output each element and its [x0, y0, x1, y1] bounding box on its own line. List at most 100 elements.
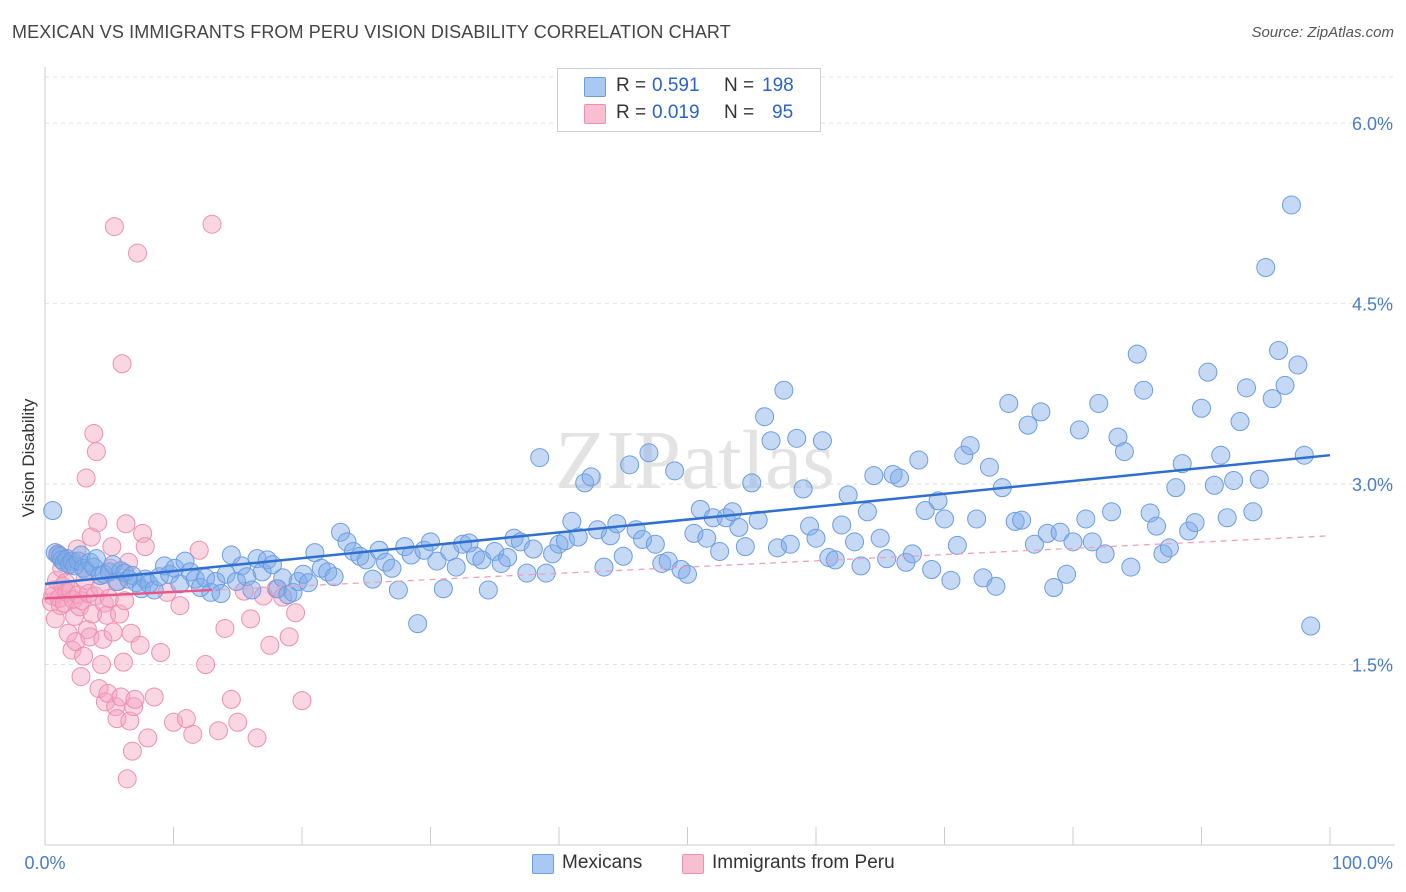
legend-n-value: 198	[762, 75, 794, 96]
data-point	[324, 567, 344, 587]
data-point	[201, 582, 221, 602]
data-point	[408, 614, 428, 634]
data-point	[165, 558, 185, 578]
data-point	[478, 580, 498, 600]
data-point	[1192, 398, 1211, 418]
data-point	[135, 537, 155, 557]
data-point	[211, 584, 231, 604]
data-point	[665, 461, 685, 481]
data-point	[883, 464, 903, 484]
data-point	[1114, 442, 1134, 462]
series-peru-points	[41, 214, 312, 789]
data-point	[877, 549, 897, 569]
data-point	[607, 514, 627, 534]
watermark: ZIPatlas	[555, 414, 835, 507]
legend-n-value: 95	[772, 102, 794, 123]
data-point	[221, 689, 241, 709]
data-point	[543, 544, 563, 564]
data-point	[1024, 534, 1044, 554]
data-point	[761, 431, 781, 451]
data-point	[71, 667, 91, 687]
data-point	[1211, 445, 1231, 465]
data-point	[189, 540, 209, 560]
data-point	[954, 445, 974, 465]
trend-line-peru	[44, 588, 213, 600]
data-point	[77, 620, 97, 640]
data-point	[183, 724, 203, 744]
data-point	[935, 509, 954, 529]
data-point	[1050, 522, 1070, 542]
data-point	[832, 515, 852, 535]
data-point	[1262, 389, 1282, 409]
data-point	[164, 712, 183, 732]
x-tick-label: 100.0%	[1332, 853, 1393, 873]
data-point	[421, 532, 440, 552]
data-point	[780, 534, 800, 554]
data-point	[124, 697, 144, 717]
legend-n-label: N =	[724, 102, 755, 123]
data-point	[523, 539, 543, 559]
data-point	[735, 537, 755, 557]
data-point	[902, 544, 922, 564]
data-point	[1243, 502, 1263, 522]
data-point	[427, 551, 447, 571]
data-point	[812, 431, 832, 451]
data-point	[1108, 427, 1128, 447]
data-point	[337, 532, 357, 552]
data-point	[1185, 513, 1205, 533]
watermark-text: ZIPatlas	[555, 414, 835, 507]
data-point	[1102, 502, 1122, 522]
legend-swatch-mexicans	[584, 77, 606, 97]
data-point	[92, 655, 112, 675]
data-point	[260, 635, 280, 655]
data-point	[115, 591, 135, 611]
data-point	[215, 618, 235, 638]
data-point	[1294, 445, 1314, 465]
data-point	[1082, 532, 1102, 552]
data-point	[292, 691, 312, 711]
data-point	[870, 528, 890, 548]
data-point	[1012, 510, 1032, 530]
data-point	[800, 516, 820, 536]
data-point	[278, 585, 298, 605]
data-point	[283, 582, 303, 602]
source-label: Source: ZipAtlas.com	[1251, 24, 1394, 41]
data-point	[498, 547, 518, 567]
chart-title: MEXICAN VS IMMIGRANTS FROM PERU VISION D…	[12, 22, 731, 42]
data-point	[433, 579, 453, 599]
data-point	[144, 687, 164, 707]
data-point	[729, 517, 749, 537]
data-point	[857, 502, 877, 522]
data-point	[279, 627, 299, 647]
y-tick-label: 3.0%	[1352, 475, 1393, 495]
data-point	[388, 580, 408, 600]
data-point	[1159, 538, 1179, 558]
data-point	[196, 655, 216, 675]
data-point	[104, 217, 124, 237]
trend-lines	[44, 453, 1331, 600]
data-point	[117, 769, 137, 789]
legend-n-label: N =	[724, 75, 755, 96]
data-point	[748, 510, 768, 530]
data-point	[125, 689, 145, 709]
data-point	[208, 721, 228, 741]
data-point	[1127, 344, 1147, 364]
data-point	[960, 436, 980, 456]
data-point	[170, 596, 190, 616]
data-point	[268, 579, 288, 599]
data-point	[678, 564, 697, 584]
data-point	[234, 581, 254, 601]
data-point	[530, 448, 550, 468]
data-point	[774, 380, 794, 400]
bottom-legend-label: Mexicans	[562, 852, 643, 873]
data-point	[363, 569, 383, 589]
data-point	[928, 491, 948, 511]
data-point	[102, 537, 122, 557]
data-point	[767, 538, 787, 558]
trend-line-peru-extended	[44, 535, 1331, 600]
trend-line-mexicans	[44, 453, 1331, 586]
data-point	[247, 728, 267, 748]
data-point	[710, 541, 730, 561]
data-point	[1301, 616, 1321, 636]
data-point	[633, 529, 653, 549]
